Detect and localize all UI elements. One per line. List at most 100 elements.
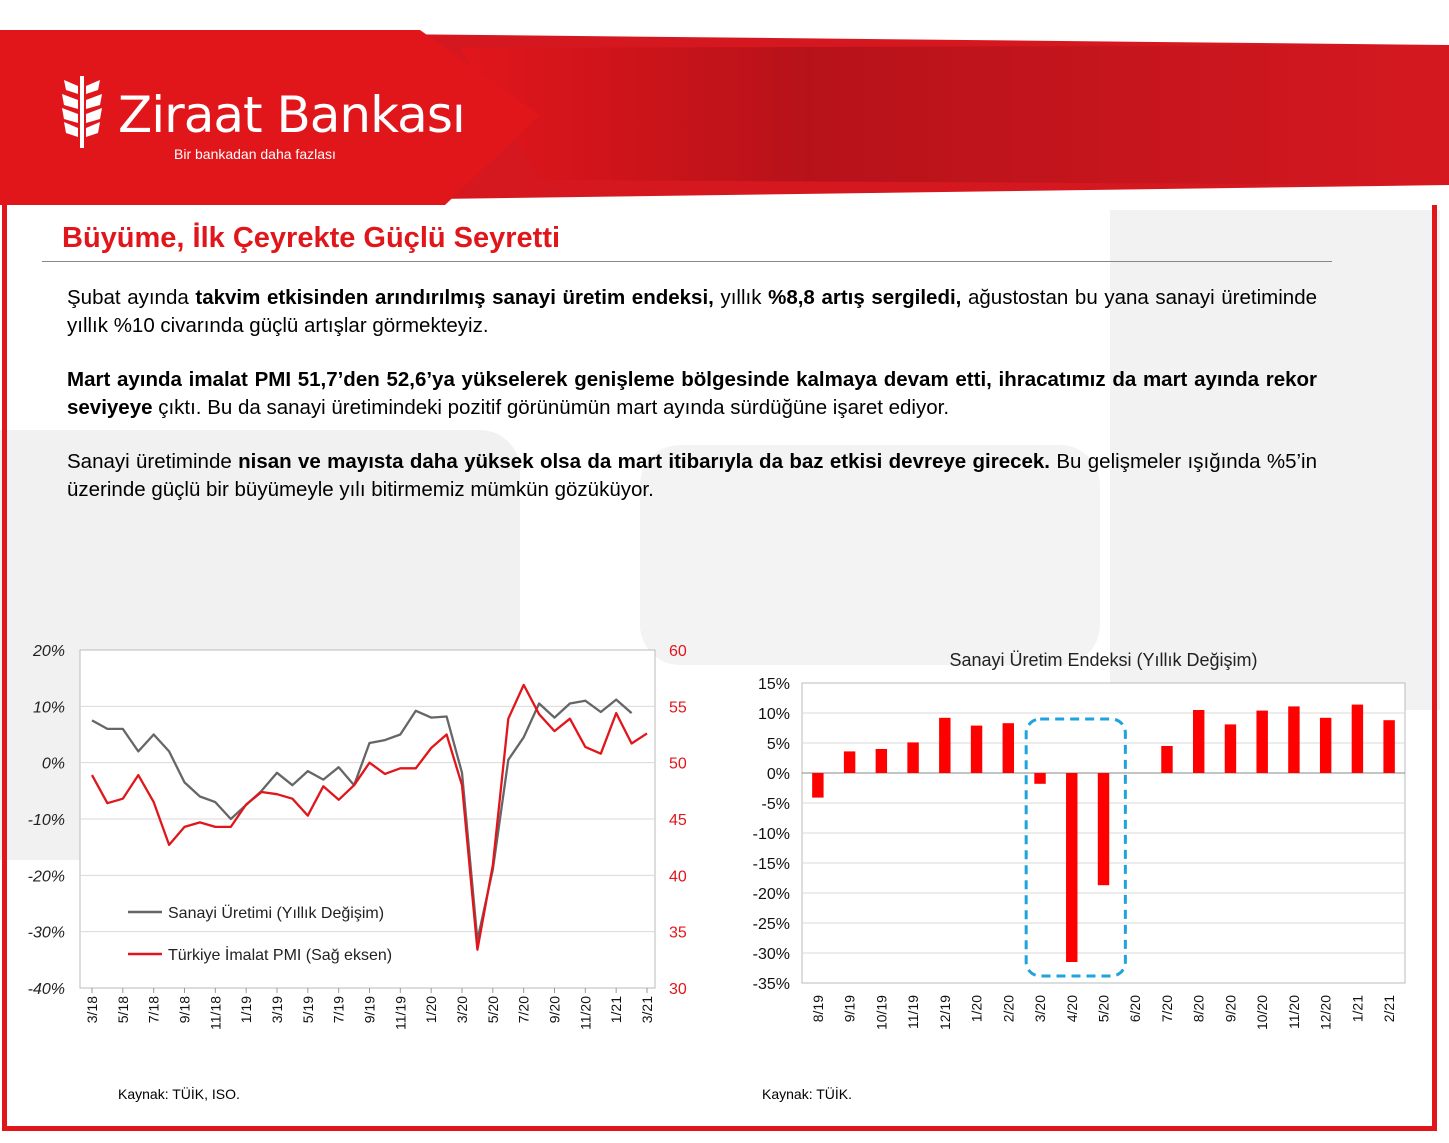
bar xyxy=(812,773,824,798)
y-tick-label: -20% xyxy=(753,886,790,903)
bar xyxy=(1161,746,1173,773)
x-tick-label: 11/19 xyxy=(905,995,921,1029)
title-divider xyxy=(42,261,1332,262)
x-tick-label: 3/20 xyxy=(1032,995,1048,1022)
bar xyxy=(843,751,856,773)
x-tick-label: 7/19 xyxy=(331,996,347,1023)
bar xyxy=(907,742,919,773)
x-tick-label: 5/20 xyxy=(1096,995,1112,1022)
x-tick-label: 1/19 xyxy=(238,996,254,1023)
series-line-pmi xyxy=(90,683,648,951)
x-tick-label: 11/20 xyxy=(1286,995,1302,1029)
y-right-tick-label: 35 xyxy=(669,925,687,942)
logo-wheat-icon xyxy=(62,76,102,148)
x-tick-label: 1/21 xyxy=(1349,995,1365,1022)
x-tick-label: 1/20 xyxy=(969,995,985,1022)
bar xyxy=(970,725,983,773)
bar xyxy=(939,717,951,773)
series-line-sanayi-uretimi xyxy=(91,698,633,942)
x-tick-label: 11/18 xyxy=(207,996,223,1030)
x-tick-label: 9/18 xyxy=(177,996,193,1023)
p3-text-c: Bu gelişmeler ışığında %5’in üzerinde gü… xyxy=(67,450,1317,501)
y-right-tick-label: 40 xyxy=(669,868,687,885)
x-tick-label: 3/21 xyxy=(639,996,655,1023)
p2-text-b: çıktı. Bu da sanayi üretimindeki pozitif… xyxy=(152,396,950,419)
background-shape-right xyxy=(1110,210,1440,710)
bar xyxy=(1002,723,1015,773)
y-left-tick-label: -40% xyxy=(28,981,65,998)
x-tick-label: 11/20 xyxy=(577,996,593,1030)
y-tick-label: 0% xyxy=(767,766,790,783)
y-right-tick-label: 50 xyxy=(669,756,687,773)
x-tick-label: 7/18 xyxy=(146,996,162,1023)
y-right-tick-label: 30 xyxy=(669,981,687,998)
bar xyxy=(1351,704,1364,773)
bar xyxy=(1288,706,1300,773)
x-tick-label: 10/19 xyxy=(873,995,889,1030)
y-left-tick-label: -20% xyxy=(28,868,65,885)
x-tick-label: 7/20 xyxy=(1159,995,1175,1022)
bar xyxy=(875,749,888,773)
logo-wordmark: Ziraat Bankası xyxy=(118,86,466,144)
legend-label: Türkiye İmalat PMI (Sağ eksen) xyxy=(168,945,392,964)
y-left-tick-label: 10% xyxy=(33,699,65,716)
x-tick-label: 4/20 xyxy=(1064,995,1080,1022)
x-tick-label: 12/19 xyxy=(937,995,953,1030)
x-tick-label: 9/20 xyxy=(1222,995,1238,1022)
bar xyxy=(1383,720,1395,773)
x-tick-label: 3/20 xyxy=(454,996,470,1023)
y-tick-label: -10% xyxy=(753,826,790,843)
header-banner xyxy=(0,30,1449,205)
x-tick-label: 1/20 xyxy=(423,996,439,1023)
bar xyxy=(1192,710,1205,773)
x-tick-label: 7/20 xyxy=(516,996,532,1023)
x-tick-label: 3/19 xyxy=(269,996,285,1023)
y-tick-label: -35% xyxy=(753,976,790,993)
bar xyxy=(1097,773,1110,886)
x-tick-label: 5/20 xyxy=(485,996,501,1023)
chart-title: Sanayi Üretim Endeksi (Yıllık Değişim) xyxy=(949,650,1257,670)
y-tick-label: -15% xyxy=(753,856,790,873)
x-tick-label: 1/21 xyxy=(608,996,624,1023)
x-tick-label: 9/19 xyxy=(362,996,378,1023)
p1-bold-d: %8,8 artış sergiledi, xyxy=(768,286,962,309)
x-tick-label: 10/20 xyxy=(1254,995,1270,1030)
x-tick-label: 5/19 xyxy=(300,996,316,1023)
x-tick-label: 3/18 xyxy=(84,996,100,1023)
p1-text-a: Şubat ayında xyxy=(67,286,196,309)
paragraph-2: Mart ayında imalat PMI 51,7’den 52,6’ya … xyxy=(67,366,1317,422)
x-tick-label: 6/20 xyxy=(1127,995,1143,1022)
y-right-tick-label: 55 xyxy=(669,699,687,716)
logo-tagline: Bir bankadan daha fazlası xyxy=(174,146,336,162)
y-left-tick-label: -30% xyxy=(28,925,65,942)
content-frame xyxy=(2,205,1437,1131)
bar xyxy=(1066,773,1078,962)
legend-label: Sanayi Üretimi (Yıllık Değişim) xyxy=(168,904,384,922)
bar xyxy=(1256,710,1268,773)
background-shape-center xyxy=(640,445,1100,665)
bar-chart-industrial-production-index: Sanayi Üretim Endeksi (Yıllık Değişim) 15… xyxy=(753,650,1406,1030)
y-tick-label: 10% xyxy=(758,706,790,723)
x-tick-label: 12/20 xyxy=(1318,995,1334,1030)
bar xyxy=(1319,717,1332,773)
p1-text-c: yıllık xyxy=(713,286,769,309)
y-tick-label: -5% xyxy=(762,796,790,813)
y-tick-label: -25% xyxy=(753,916,790,933)
p1-bold-b: takvim etkisinden arındırılmış sanayi ür… xyxy=(195,286,714,309)
y-left-tick-label: 0% xyxy=(42,756,65,773)
p2-bold-a: Mart ayında imalat PMI 51,7’den 52,6’ya … xyxy=(67,368,1317,419)
bar xyxy=(1224,724,1237,773)
paragraph-1: Şubat ayında takvim etkisinden arındırıl… xyxy=(67,284,1317,340)
p3-text-a: Sanayi üretiminde xyxy=(67,450,239,473)
source-left: Kaynak: TÜİK, ISO. xyxy=(118,1086,240,1102)
y-left-tick-label: -10% xyxy=(28,812,65,829)
x-tick-label: 8/19 xyxy=(810,995,826,1022)
x-tick-label: 9/19 xyxy=(842,995,858,1022)
x-tick-label: 9/20 xyxy=(547,996,563,1023)
source-right: Kaynak: TÜİK. xyxy=(762,1086,853,1102)
p1-text-e: ağustostan bu yana sanayi üretiminde yıl… xyxy=(67,286,1317,337)
y-left-tick-label: 20% xyxy=(32,643,65,660)
page-title: Büyüme, İlk Çeyrekte Güçlü Seyretti xyxy=(62,222,561,254)
x-tick-label: 11/19 xyxy=(392,996,408,1030)
